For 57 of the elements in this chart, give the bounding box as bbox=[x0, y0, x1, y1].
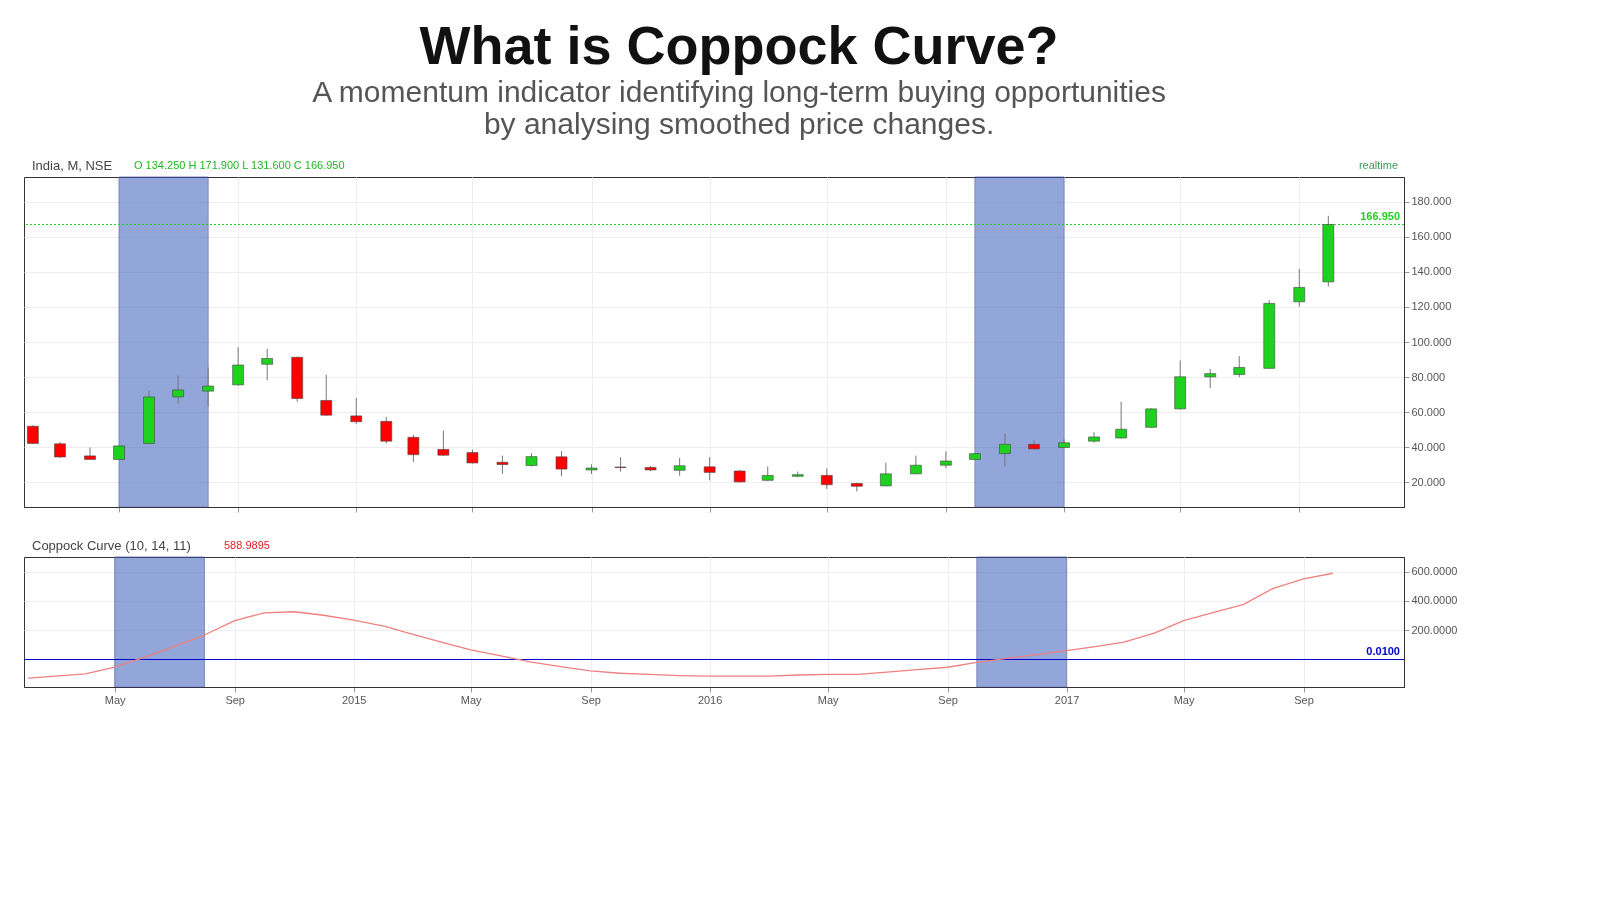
candlestick bbox=[350, 397, 363, 425]
candlestick bbox=[880, 462, 892, 487]
x-tick-label: Sep bbox=[225, 693, 245, 706]
candlestick bbox=[380, 416, 393, 444]
candlestick bbox=[1233, 355, 1246, 378]
y-tick-label: 100.000 bbox=[1411, 335, 1452, 348]
y-tick-label: 180.000 bbox=[1411, 195, 1452, 208]
candlestick bbox=[614, 456, 627, 473]
text: Coppock Curve (10, 14, 11) bbox=[32, 538, 191, 553]
candlestick bbox=[821, 467, 833, 490]
candlestick bbox=[940, 450, 952, 469]
candlestick bbox=[1115, 401, 1127, 440]
candlestick bbox=[703, 456, 716, 481]
x-tick-label: May bbox=[817, 693, 840, 706]
y-tick-label: 80.000 bbox=[1411, 370, 1446, 383]
x-tick-label: May bbox=[1173, 693, 1195, 706]
text: A momentum indicator identifying long-term buying opportunities bbox=[312, 74, 1166, 108]
x-tick-label: Sep bbox=[581, 693, 601, 706]
y-tick-label: 20.000 bbox=[1411, 475, 1446, 488]
y-tick-label: 120.000 bbox=[1411, 300, 1452, 313]
y-tick-label: 40.000 bbox=[1411, 440, 1446, 453]
text: realtime bbox=[1358, 159, 1398, 171]
x-tick-label: 2017 bbox=[1054, 693, 1080, 706]
y-tick-label: 400.0000 bbox=[1411, 594, 1458, 607]
x-tick-label: 2015 bbox=[341, 693, 367, 706]
x-tick-label: May bbox=[460, 693, 483, 706]
y-tick-label: 60.000 bbox=[1411, 405, 1446, 418]
x-tick-label: Sep bbox=[938, 693, 958, 706]
candlestick bbox=[1204, 368, 1216, 389]
candlestick bbox=[496, 455, 509, 475]
candlestick bbox=[27, 424, 39, 445]
text: O 134.250 H 171.900 L 131.600 C 166.950 bbox=[134, 159, 345, 171]
candlestick bbox=[999, 433, 1011, 467]
y-tick-label: 140.000 bbox=[1411, 265, 1452, 278]
candlestick bbox=[1293, 268, 1306, 308]
candlestick bbox=[1088, 431, 1100, 444]
y-tick-label: 200.0000 bbox=[1411, 623, 1458, 636]
line-series bbox=[27, 572, 1334, 679]
ref-line-label: 0.0100 bbox=[1366, 645, 1400, 658]
candlestick bbox=[320, 374, 333, 417]
chart-title: What is Coppock Curve? bbox=[419, 14, 1059, 75]
y-tick-label: 600.0000 bbox=[1411, 565, 1458, 578]
candlestick bbox=[437, 430, 450, 457]
x-tick-label: 2016 bbox=[697, 693, 723, 706]
x-tick-label: May bbox=[104, 693, 127, 706]
candlestick bbox=[407, 434, 420, 463]
candlestick bbox=[232, 346, 244, 387]
candlestick bbox=[555, 450, 568, 477]
text: 588.9895 bbox=[224, 539, 270, 551]
candlestick bbox=[202, 366, 214, 408]
x-tick-label: Sep bbox=[1294, 693, 1314, 706]
text: India, M, NSE bbox=[32, 158, 113, 173]
candlestick bbox=[172, 375, 184, 404]
candlestick bbox=[261, 348, 273, 381]
y-tick-label: 160.000 bbox=[1411, 230, 1452, 243]
ref-line-label: 166.950 bbox=[1360, 210, 1400, 223]
candlestick bbox=[84, 446, 96, 461]
